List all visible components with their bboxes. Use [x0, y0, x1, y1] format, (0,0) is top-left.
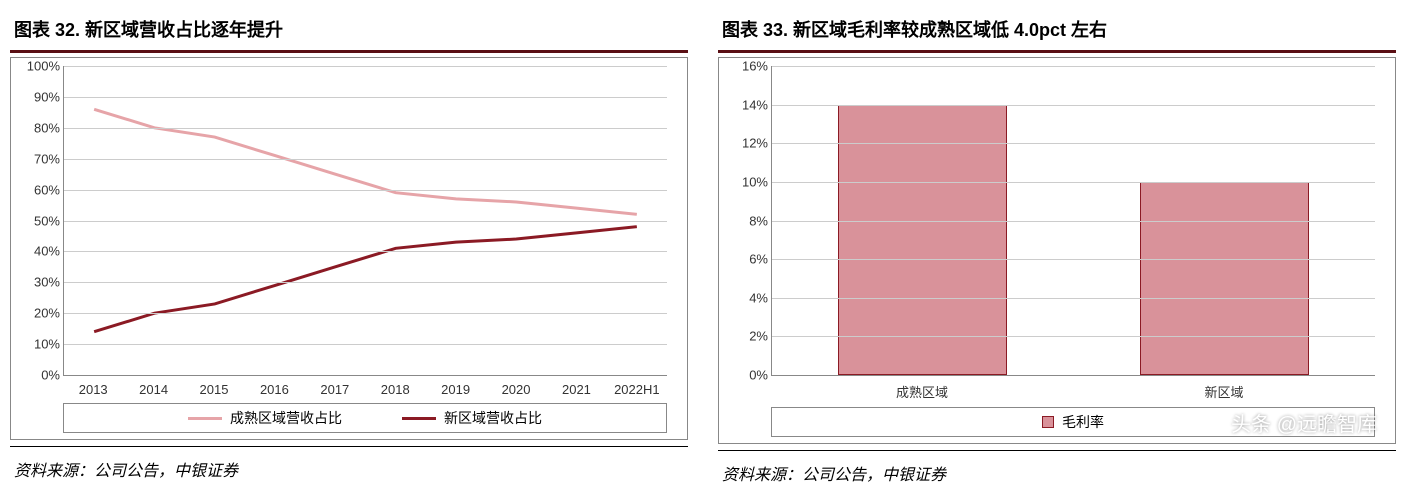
bar-plot-area: 0%2%4%6%8%10%12%14%16% [771, 66, 1375, 376]
grid-line [64, 313, 667, 314]
y-axis-label: 30% [22, 275, 60, 290]
grid-line [772, 143, 1375, 144]
y-axis-label: 80% [22, 120, 60, 135]
legend-swatch [402, 417, 436, 420]
grid-line [64, 66, 667, 67]
grid-line [64, 344, 667, 345]
grid-line [772, 66, 1375, 67]
panel-right-title: 图表 33. 新区域毛利率较成熟区域低 4.0pct 左右 [718, 10, 1396, 53]
line-legend: 成熟区域营收占比 新区域营收占比 [63, 403, 667, 433]
grid-line [772, 182, 1375, 183]
legend-item: 成熟区域营收占比 [188, 408, 342, 428]
x-axis-label: 2019 [425, 382, 485, 397]
grid-line [772, 221, 1375, 222]
panel-right-source: 资料来源：公司公告，中银证券 [718, 450, 1396, 489]
legend-label: 成熟区域营收占比 [230, 408, 342, 428]
bar [1140, 182, 1309, 375]
panel-right: 图表 33. 新区域毛利率较成熟区域低 4.0pct 左右 0%2%4%6%8%… [718, 10, 1396, 489]
grid-line [772, 259, 1375, 260]
y-axis-label: 40% [22, 244, 60, 259]
legend-label: 毛利率 [1062, 412, 1104, 432]
y-axis-label: 100% [22, 59, 60, 74]
y-axis-label: 20% [22, 306, 60, 321]
x-axis-label: 2022H1 [607, 382, 667, 397]
legend-swatch [1042, 416, 1054, 428]
y-axis-label: 14% [730, 97, 768, 112]
x-axis-label: 2016 [244, 382, 304, 397]
legend-swatch [188, 417, 222, 420]
y-axis-label: 70% [22, 151, 60, 166]
line-plot-area: 0%10%20%30%40%50%60%70%80%90%100% [63, 66, 667, 376]
x-axis-label: 2017 [305, 382, 365, 397]
bar-x-labels: 成熟区域新区域 [771, 376, 1375, 401]
watermark-icon [1203, 412, 1225, 434]
y-axis-label: 60% [22, 182, 60, 197]
x-axis-label: 2015 [184, 382, 244, 397]
line-series [94, 227, 637, 332]
grid-line [772, 105, 1375, 106]
grid-line [772, 336, 1375, 337]
x-axis-label: 2021 [546, 382, 606, 397]
x-axis-label: 新区域 [1073, 382, 1375, 401]
y-axis-label: 10% [730, 174, 768, 189]
x-axis-label: 2018 [365, 382, 425, 397]
y-axis-label: 10% [22, 337, 60, 352]
line-chart-box: 0%10%20%30%40%50%60%70%80%90%100% 201320… [10, 57, 688, 440]
x-axis-label: 2013 [63, 382, 123, 397]
grid-line [64, 221, 667, 222]
y-axis-label: 6% [730, 252, 768, 267]
y-axis-label: 4% [730, 290, 768, 305]
grid-line [64, 190, 667, 191]
y-axis-label: 8% [730, 213, 768, 228]
watermark-text: 头条 @远瞻智库 [1231, 408, 1377, 437]
y-axis-label: 2% [730, 329, 768, 344]
x-axis-label: 2014 [123, 382, 183, 397]
panel-left-source: 资料来源：公司公告，中银证券 [10, 446, 688, 485]
y-axis-label: 0% [22, 368, 60, 383]
x-axis-label: 成熟区域 [771, 382, 1073, 401]
legend-label: 新区域营收占比 [444, 408, 542, 428]
panel-left: 图表 32. 新区域营收占比逐年提升 0%10%20%30%40%50%60%7… [10, 10, 688, 489]
legend-item: 新区域营收占比 [402, 408, 542, 428]
bar [838, 105, 1007, 375]
y-axis-label: 0% [730, 368, 768, 383]
y-axis-label: 12% [730, 136, 768, 151]
line-series [94, 109, 637, 214]
grid-line [64, 159, 667, 160]
y-axis-label: 16% [730, 59, 768, 74]
watermark: 头条 @远瞻智库 [1203, 408, 1377, 437]
bar-chart-box: 0%2%4%6%8%10%12%14%16% 成熟区域新区域 毛利率 头条 @远… [718, 57, 1396, 444]
y-axis-label: 90% [22, 89, 60, 104]
grid-line [64, 97, 667, 98]
x-axis-label: 2020 [486, 382, 546, 397]
figure-container: 图表 32. 新区域营收占比逐年提升 0%10%20%30%40%50%60%7… [10, 10, 1396, 489]
legend-item: 毛利率 [1042, 412, 1104, 432]
grid-line [772, 298, 1375, 299]
line-x-labels: 2013201420152016201720182019202020212022… [63, 376, 667, 397]
y-axis-label: 50% [22, 213, 60, 228]
grid-line [64, 282, 667, 283]
panel-left-title: 图表 32. 新区域营收占比逐年提升 [10, 10, 688, 53]
grid-line [64, 128, 667, 129]
grid-line [64, 251, 667, 252]
